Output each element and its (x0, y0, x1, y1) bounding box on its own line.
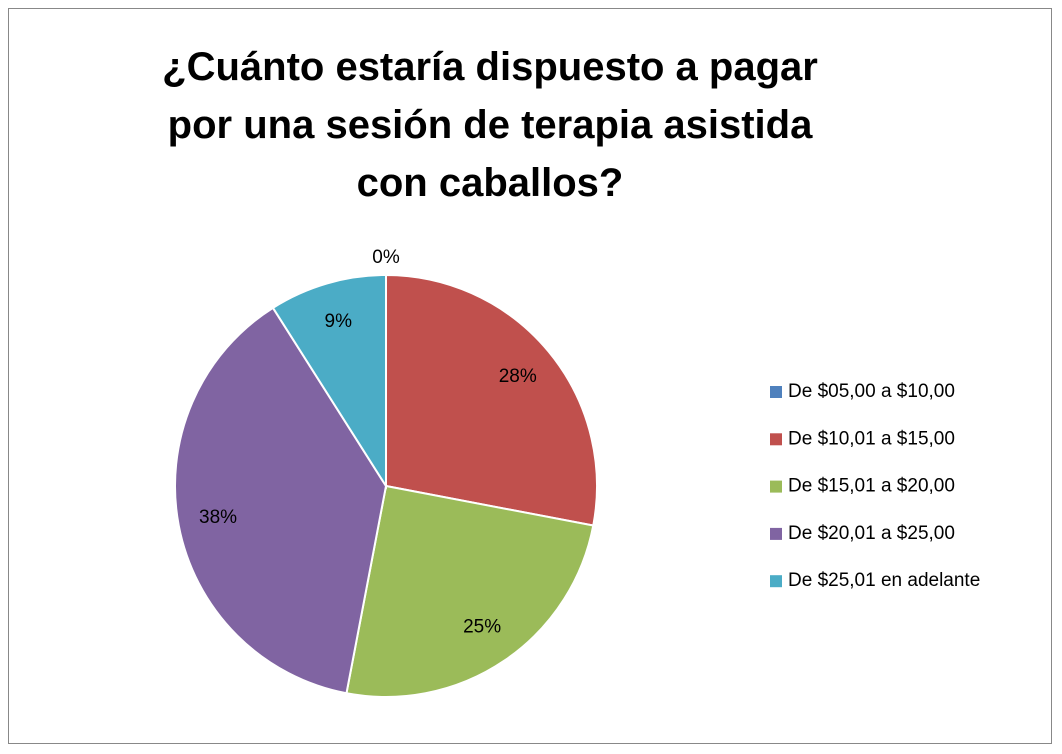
legend-marker (770, 575, 782, 588)
legend-label: De $15,01 a $20,00 (788, 476, 955, 497)
legend-label: De $10,01 a $15,00 (788, 428, 955, 449)
legend-label: De $20,01 a $25,00 (788, 523, 955, 544)
pie-slice (345, 484, 595, 698)
legend-marker (770, 433, 782, 446)
legend-marker (770, 386, 782, 398)
pie-slice (385, 273, 598, 527)
legend-marker (770, 527, 782, 540)
chart-frame (8, 8, 1052, 744)
pie-slice (271, 273, 387, 490)
data-label: 25% (463, 616, 501, 637)
data-label: 38% (199, 507, 237, 528)
data-label: 28% (499, 366, 537, 387)
legend-label: De $25,01 en adelante (788, 570, 980, 591)
legend-marker (770, 480, 782, 493)
data-label: 0% (372, 247, 400, 268)
data-label: 9% (325, 311, 353, 332)
legend-label: De $05,00 a $10,00 (788, 381, 955, 402)
chart-title: ¿Cuánto estaría dispuesto a pagar por un… (162, 45, 818, 205)
